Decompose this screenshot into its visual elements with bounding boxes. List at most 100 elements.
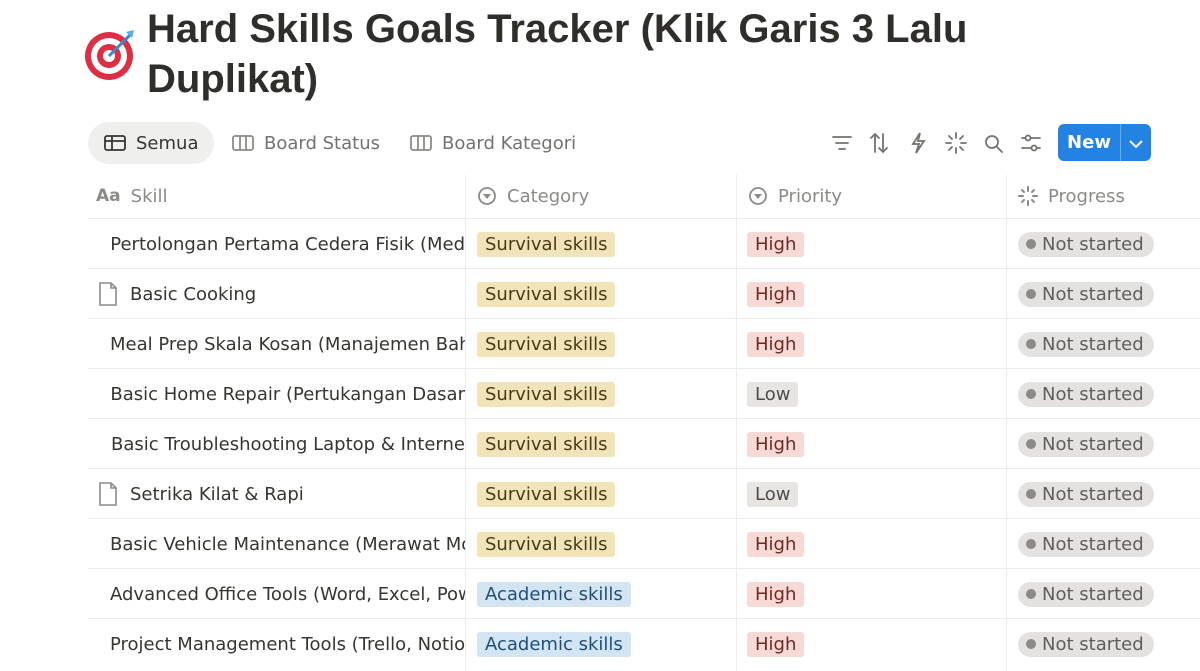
board-icon xyxy=(410,135,432,151)
status-dot xyxy=(1026,589,1036,599)
cell: Not started xyxy=(1018,369,1198,419)
cell: Not started xyxy=(1018,419,1198,469)
cell: Basic Cooking xyxy=(98,269,465,319)
status-icon xyxy=(1018,186,1038,206)
cell: Survival skills xyxy=(477,469,737,519)
cell: Low xyxy=(747,469,1007,519)
view-tab[interactable]: Semua xyxy=(88,122,215,164)
cell: Not started xyxy=(1018,319,1198,369)
cell: High xyxy=(747,419,1007,469)
status-dot xyxy=(1026,489,1036,499)
column-title: Category xyxy=(507,185,590,207)
table-row[interactable]: Basic Troubleshooting Laptop & Interne Su… xyxy=(88,418,1200,469)
table-row[interactable]: Project Management Tools (Trello, Notio A… xyxy=(88,618,1200,669)
skill-name: Meal Prep Skala Kosan (Manajemen Bah xyxy=(110,333,465,355)
cell: High xyxy=(747,269,1007,319)
column-header[interactable]: Aa Skill xyxy=(96,175,168,217)
select-icon xyxy=(749,187,767,205)
tag: High xyxy=(747,531,805,557)
status-pill: Not started xyxy=(1018,231,1154,257)
column-divider xyxy=(1006,175,1007,671)
column-title: Skill xyxy=(130,185,168,207)
page-doc-icon xyxy=(99,282,117,306)
status-dot xyxy=(1026,339,1036,349)
cell: Survival skills xyxy=(477,219,737,269)
tag: Survival skills xyxy=(477,381,616,407)
column-divider xyxy=(465,175,466,671)
tag: Survival skills xyxy=(477,481,616,507)
new-label: New xyxy=(1067,132,1111,153)
dropdown-icon xyxy=(1129,139,1143,148)
table-row[interactable]: Basic Cooking Survival skills High Not star… xyxy=(88,268,1200,319)
status-dot xyxy=(1026,639,1036,649)
tag: Low xyxy=(747,481,799,507)
page-icon xyxy=(85,30,134,80)
table-row[interactable]: Basic Vehicle Maintenance (Merawat Mo Sur… xyxy=(88,518,1200,569)
skill-name: Pertolongan Pertama Cedera Fisik (Med xyxy=(110,233,465,255)
cell: Not started xyxy=(1018,619,1198,669)
status-pill: Not started xyxy=(1018,581,1154,607)
view-tab[interactable]: Board Status xyxy=(232,122,380,164)
column-header[interactable]: Category xyxy=(477,175,589,217)
status-pill: Not started xyxy=(1018,431,1154,457)
cell: Academic skills xyxy=(477,569,737,619)
skill-name: Advanced Office Tools (Word, Excel, Pow xyxy=(110,583,465,605)
cell: Not started xyxy=(1018,569,1198,619)
status-label: Not started xyxy=(1042,583,1144,605)
table-row[interactable]: Meal Prep Skala Kosan (Manajemen Bah Surv… xyxy=(88,318,1200,369)
table-row[interactable]: Pertolongan Pertama Cedera Fisik (Med Sur… xyxy=(88,218,1200,269)
status-label: Not started xyxy=(1042,383,1144,405)
board-icon xyxy=(232,135,254,151)
cell: Basic Vehicle Maintenance (Merawat Mo xyxy=(98,519,465,569)
skill-name: Basic Cooking xyxy=(130,283,257,305)
cell: Not started xyxy=(1018,519,1198,569)
cell: High xyxy=(747,619,1007,669)
new-button[interactable]: New xyxy=(1058,124,1151,161)
cell: Not started xyxy=(1018,219,1198,269)
status-dot xyxy=(1026,289,1036,299)
page-title: Hard Skills Goals Tracker (Klik Garis 3 … xyxy=(147,7,968,101)
tag: Academic skills xyxy=(477,581,631,607)
cell: High xyxy=(747,319,1007,369)
cell: Setrika Kilat & Rapi xyxy=(98,469,465,519)
cell: Project Management Tools (Trello, Notio xyxy=(98,619,465,669)
cell: Not started xyxy=(1018,269,1198,319)
status-pill: Not started xyxy=(1018,281,1154,307)
skill-name: Basic Home Repair (Pertukangan Dasar xyxy=(110,383,465,405)
tag: Low xyxy=(747,381,799,407)
cell: Advanced Office Tools (Word, Excel, Pow xyxy=(98,569,465,619)
status-label: Not started xyxy=(1042,433,1144,455)
status-label: Not started xyxy=(1042,483,1144,505)
cell: Basic Troubleshooting Laptop & Interne xyxy=(98,419,465,469)
status-label: Not started xyxy=(1042,333,1144,355)
cell: Meal Prep Skala Kosan (Manajemen Bah xyxy=(98,319,465,369)
cell: Survival skills xyxy=(477,369,737,419)
table-row[interactable]: Basic Home Repair (Pertukangan Dasar Surv… xyxy=(88,368,1200,419)
table-row[interactable]: Setrika Kilat & Rapi Survival skills Low No… xyxy=(88,468,1200,519)
status-dot xyxy=(1026,389,1036,399)
cell: Survival skills xyxy=(477,269,737,319)
column-header[interactable]: Progress xyxy=(1018,175,1125,217)
column-header[interactable]: Priority xyxy=(748,175,842,217)
skill-name: Project Management Tools (Trello, Notio xyxy=(110,633,465,655)
tag: Academic skills xyxy=(477,631,631,657)
cell: Not started xyxy=(1018,469,1198,519)
skill-name: Setrika Kilat & Rapi xyxy=(130,483,304,505)
status-pill: Not started xyxy=(1018,331,1154,357)
view-tab[interactable]: Board Kategori xyxy=(410,122,576,164)
tag: Survival skills xyxy=(477,431,616,457)
cell: Survival skills xyxy=(477,519,737,569)
select-icon xyxy=(478,187,496,205)
cell: Survival skills xyxy=(477,319,737,369)
cell: Survival skills xyxy=(477,419,737,469)
page-doc-icon xyxy=(98,432,99,456)
status-dot xyxy=(1026,439,1036,449)
tag: High xyxy=(747,281,805,307)
toolbar-icons[interactable] xyxy=(830,130,1045,156)
table-row[interactable]: Advanced Office Tools (Word, Excel, Pow A… xyxy=(88,568,1200,619)
status-pill: Not started xyxy=(1018,631,1154,657)
status-dot xyxy=(1026,539,1036,549)
tag: Survival skills xyxy=(477,331,616,357)
status-label: Not started xyxy=(1042,233,1144,255)
